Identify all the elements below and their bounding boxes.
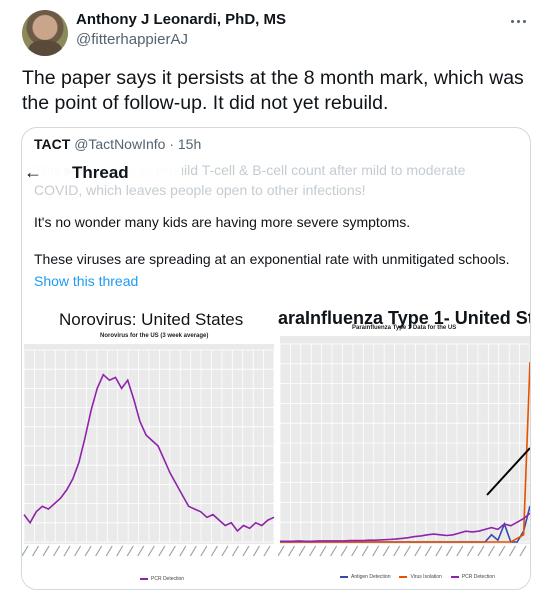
quoted-text-2: These viruses are spreading at an expone… [34, 251, 510, 267]
x-tick-label [372, 545, 380, 557]
chart-title: ParaInfluenza Type 1- United States [278, 308, 530, 328]
quoted-text-1: It's no wonder many kids are having more… [34, 214, 411, 230]
quoted-header: TACT @TactNowInfo · 15h [34, 136, 201, 152]
x-tick-label [330, 545, 338, 557]
chart-subtitle: Norovirus for the US (3 week average) [100, 333, 209, 339]
x-tick-label [231, 545, 239, 557]
x-tick-label [32, 545, 40, 557]
show-thread-link[interactable]: Show this thread [34, 273, 139, 289]
x-tick-label [263, 545, 271, 557]
x-tick-label [424, 545, 432, 557]
trend-arrow [486, 447, 530, 496]
x-tick-label [435, 545, 443, 557]
x-tick-label [168, 545, 176, 557]
x-tick-label [63, 545, 71, 557]
x-tick-label [221, 545, 229, 557]
x-tick-label [74, 545, 82, 557]
legend-label: Antigen Detection [351, 574, 391, 580]
x-tick-label [84, 545, 92, 557]
x-tick-label [382, 545, 390, 557]
norovirus-chart[interactable]: Norovirus: United States Norovirus for t… [22, 304, 276, 589]
x-tick-label [361, 545, 369, 557]
chart-subtitle: Parainfluenza Type 1 Data for the US [352, 325, 457, 331]
chart-legend: Antigen Detection Virus Isolation PCR De… [340, 574, 495, 580]
x-tick-label [466, 545, 474, 557]
x-tick-label [42, 545, 50, 557]
x-tick-label [278, 545, 285, 557]
x-tick-label [393, 545, 401, 557]
x-tick-label [498, 545, 506, 557]
chart-title-bar: Norovirus: United States [22, 304, 276, 338]
more-options-icon[interactable] [508, 14, 528, 28]
x-tick-label [137, 545, 145, 557]
series-line [280, 361, 530, 543]
tweet-text: The paper says it persists at the 8 mont… [22, 67, 524, 114]
x-tick-label [456, 545, 464, 557]
x-tick-label [200, 545, 208, 557]
x-tick-label [403, 545, 411, 557]
chart-legend: PCR Detection [140, 576, 184, 582]
x-tick-label [288, 545, 296, 557]
norovirus-plot [22, 349, 275, 557]
chart-title-bar: ParaInfluenza Type 1- United States [278, 304, 530, 338]
x-tick-label [116, 545, 124, 557]
x-tick-label [508, 545, 516, 557]
thread-header: ← Thread [22, 158, 182, 184]
x-tick-label [189, 545, 197, 557]
x-tick-label [298, 545, 306, 557]
quoted-account-name: TACT [34, 136, 71, 152]
x-tick-label [351, 545, 359, 557]
thread-title: Thread [72, 163, 129, 182]
author-name[interactable]: Anthony J Leonardi, PhD, MS [76, 11, 287, 28]
chart-title: Norovirus: United States [59, 310, 244, 329]
quoted-account-handle: @TactNowInfo · 15h [74, 136, 202, 152]
x-tick-label [319, 545, 327, 557]
series-line [280, 512, 530, 543]
legend-label: Virus Isolation [410, 574, 442, 580]
x-tick-label [210, 545, 218, 557]
x-tick-label [414, 545, 422, 557]
back-arrow-icon[interactable]: ← [24, 162, 42, 182]
parainfluenza-chart[interactable]: ParaInfluenza Type 1- United States Para… [278, 304, 530, 589]
x-tick-label [445, 545, 453, 557]
series-line [23, 373, 275, 533]
x-tick-label [309, 545, 317, 557]
x-tick-label [158, 545, 166, 557]
x-tick-label [242, 545, 250, 557]
x-tick-label [95, 545, 103, 557]
x-tick-label [477, 545, 485, 557]
x-tick-label [340, 545, 348, 557]
legend-label: PCR Detection [151, 576, 185, 582]
x-tick-label [126, 545, 134, 557]
x-tick-label [147, 545, 155, 557]
legend-label: PCR Detection [461, 574, 495, 580]
quoted-tweet[interactable]: TACT @TactNowInfo · 15h This ▶ 8 months … [21, 127, 531, 590]
avatar[interactable] [22, 10, 68, 56]
x-tick-label [179, 545, 187, 557]
x-tick-label [105, 545, 113, 557]
x-tick-label [252, 545, 260, 557]
parainfluenza-plot [278, 343, 530, 557]
author-handle[interactable]: @fitterhappierAJ [76, 31, 188, 48]
x-tick-label [487, 545, 495, 557]
x-tick-label [53, 545, 61, 557]
x-tick-label [22, 545, 29, 557]
x-tick-label [519, 545, 527, 557]
